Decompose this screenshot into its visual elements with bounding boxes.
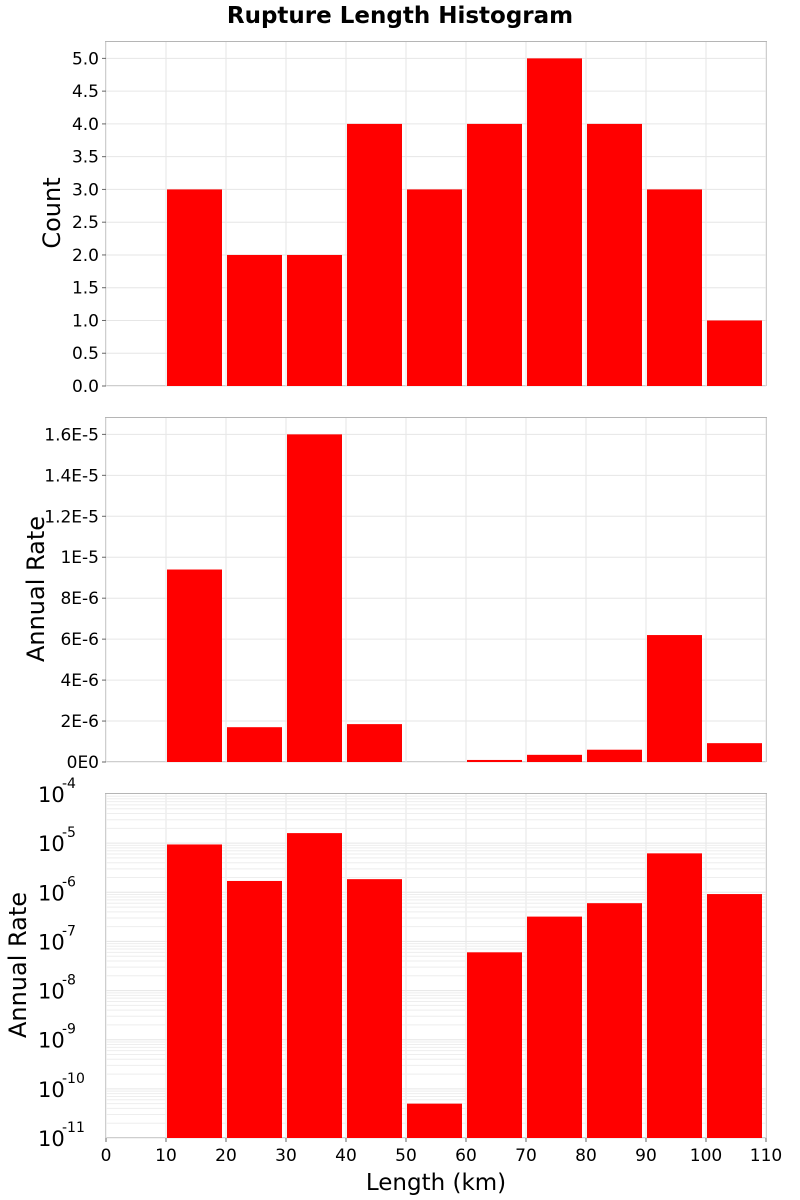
y-tick-label: 0.0 xyxy=(72,377,99,397)
x-tick-label: 0 xyxy=(101,1146,112,1166)
bar-90-100 xyxy=(647,853,702,1138)
y-tick-label: 5.0 xyxy=(72,49,99,69)
count-panel: 0.0 0.5 1.0 1.5 2.0 2.5 3.0 3.5 4.0 4.5 5.0 Count xyxy=(38,41,767,397)
x-tick-label: 100 xyxy=(690,1146,722,1166)
y-tick-label: 1.6E-5 xyxy=(44,425,99,445)
x-tick-label: 40 xyxy=(335,1146,357,1166)
bar-100-110 xyxy=(707,320,762,386)
y-tick-exponent: -11 xyxy=(62,1120,85,1136)
y-tick-exponent: -6 xyxy=(62,874,76,890)
y-tick-label: 1E-5 xyxy=(60,548,99,568)
bar-60-70 xyxy=(467,759,522,762)
bar-80-90 xyxy=(587,123,642,387)
y-tick-exponent: -10 xyxy=(62,1071,85,1087)
y-tick-label: 10 xyxy=(38,783,65,807)
x-tick-label: 80 xyxy=(575,1146,597,1166)
x-tick-label: 50 xyxy=(395,1146,417,1166)
x-tick-label: 10 xyxy=(155,1146,177,1166)
y-tick-label: 4.0 xyxy=(72,115,99,135)
y-tick-label: 10 xyxy=(38,930,65,954)
bar-90-100 xyxy=(647,189,702,386)
y-tick-label: 0.5 xyxy=(72,344,99,364)
bar-70-80 xyxy=(527,916,582,1138)
bar-70-80 xyxy=(527,58,582,386)
bar-100-110 xyxy=(707,894,762,1138)
annual-rate-log-y-axis-label: Annual Rate xyxy=(4,892,32,1038)
y-tick-exponent: -8 xyxy=(62,973,76,989)
y-tick-exponent: -5 xyxy=(62,825,76,841)
bar-50-60 xyxy=(407,189,462,386)
chart-title: Rupture Length Histogram xyxy=(227,3,573,29)
y-tick-label: 10 xyxy=(38,980,65,1004)
bar-80-90 xyxy=(587,903,642,1138)
y-tick-label: 2.0 xyxy=(72,246,99,266)
bar-40-50 xyxy=(347,879,402,1138)
y-tick-label: 8E-6 xyxy=(60,589,99,609)
x-tick-label: 60 xyxy=(455,1146,477,1166)
bar-30-40 xyxy=(287,254,342,386)
y-tick-label: 6E-6 xyxy=(60,630,99,650)
y-tick-label: 10 xyxy=(38,1078,65,1102)
y-tick-label: 10 xyxy=(38,832,65,856)
y-tick-label: 1.4E-5 xyxy=(44,466,99,486)
bar-100-110 xyxy=(707,743,762,762)
bar-40-50 xyxy=(347,724,402,762)
y-tick-exponent: -9 xyxy=(62,1022,76,1038)
bar-70-80 xyxy=(527,754,582,762)
y-tick-label: 3.0 xyxy=(72,180,99,200)
annual-rate-linear-panel: 0E0 2E-6 4E-6 6E-6 8E-6 1E-5 1.2E-5 1.4E-5 1.6E-… xyxy=(22,417,767,773)
annual-rate-linear-y-axis-label: Annual Rate xyxy=(22,516,50,662)
bar-20-30 xyxy=(227,880,282,1138)
bar-30-40 xyxy=(287,434,342,762)
x-tick-label: 20 xyxy=(215,1146,237,1166)
y-tick-label: 4.5 xyxy=(72,82,99,102)
x-axis-label: Length (km) xyxy=(366,1170,506,1196)
x-tick-label: 110 xyxy=(750,1146,782,1166)
bar-90-100 xyxy=(647,635,702,762)
bar-80-90 xyxy=(587,749,642,762)
bar-20-30 xyxy=(227,254,282,386)
y-tick-label: 0E0 xyxy=(67,753,99,773)
bar-60-70 xyxy=(467,123,522,387)
y-tick-label: 4E-6 xyxy=(60,671,99,691)
y-tick-exponent: -7 xyxy=(62,923,76,939)
x-tick-label: 70 xyxy=(515,1146,537,1166)
y-tick-label: 1.2E-5 xyxy=(44,507,99,527)
x-tick-label: 90 xyxy=(635,1146,657,1166)
x-tick-label: 30 xyxy=(275,1146,297,1166)
bar-30-40 xyxy=(287,833,342,1138)
y-tick-label: 1.0 xyxy=(72,311,99,331)
count-y-axis-label: Count xyxy=(38,177,66,248)
bar-60-70 xyxy=(467,952,522,1138)
y-tick-label: 2.5 xyxy=(72,213,99,233)
bar-10-20 xyxy=(167,189,222,386)
y-tick-label: 2E-6 xyxy=(60,712,99,732)
bar-10-20 xyxy=(167,569,222,762)
bar-20-30 xyxy=(227,727,282,762)
y-tick-label: 1.5 xyxy=(72,279,99,299)
bar-40-50 xyxy=(347,123,402,387)
y-tick-label: 10 xyxy=(38,881,65,905)
y-tick-label: 10 xyxy=(38,1127,65,1151)
bar-50-60 xyxy=(407,1103,462,1138)
y-tick-exponent: -4 xyxy=(62,776,76,792)
y-tick-label: 3.5 xyxy=(72,148,99,168)
y-tick-label: 10 xyxy=(38,1029,65,1053)
bar-10-20 xyxy=(167,844,222,1138)
